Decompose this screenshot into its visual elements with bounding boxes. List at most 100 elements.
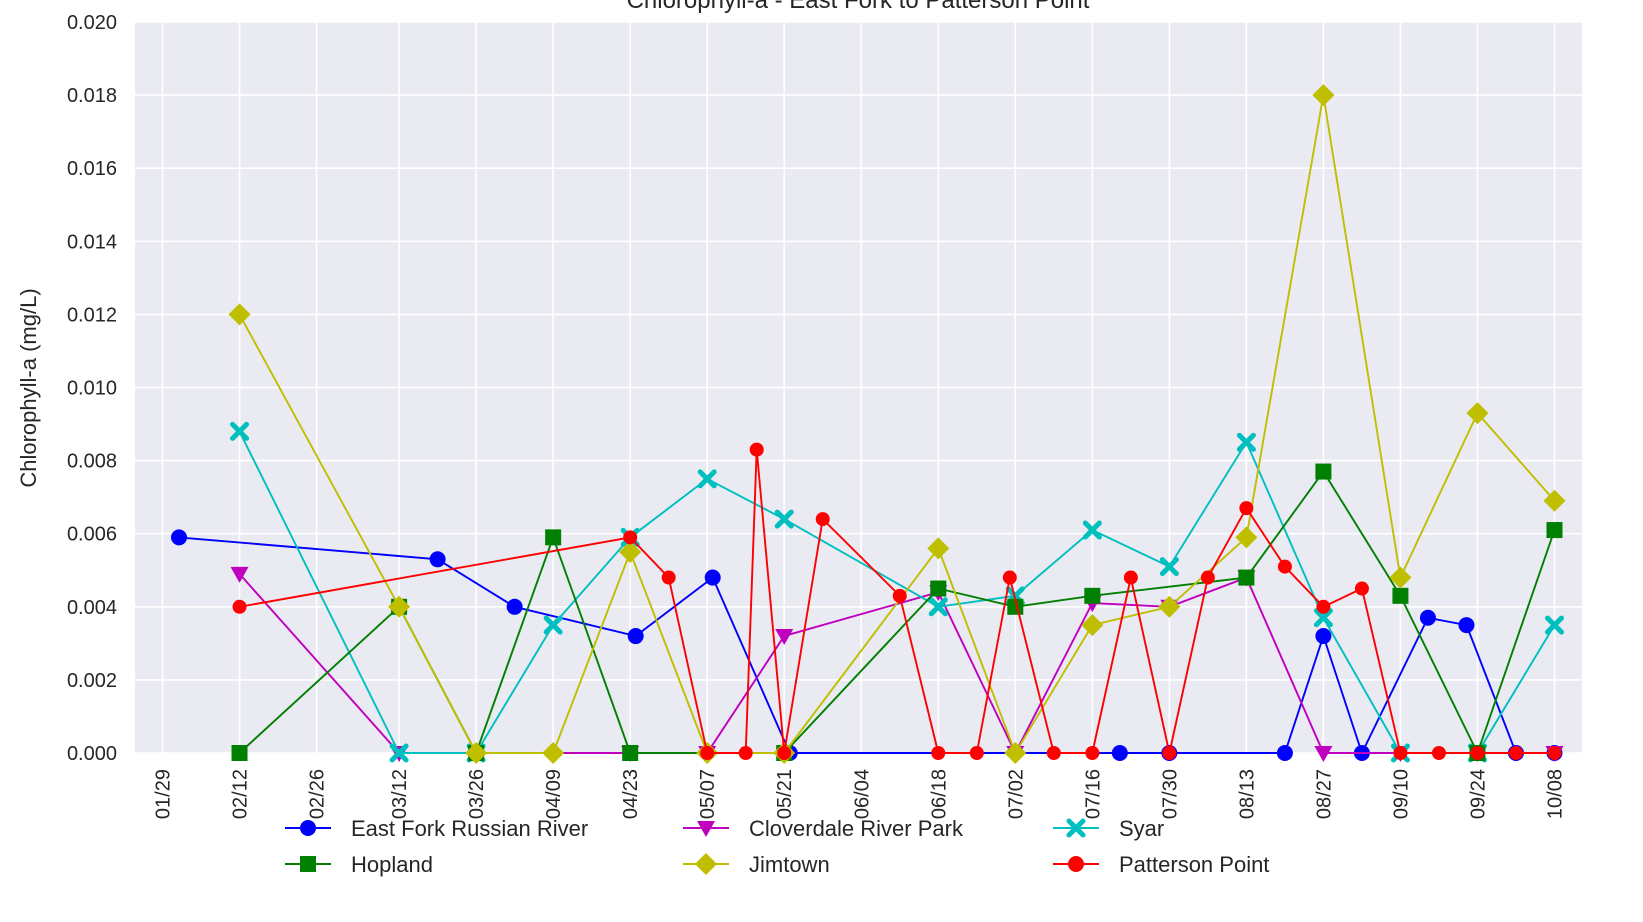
data-point bbox=[1312, 84, 1335, 107]
data-point bbox=[1084, 587, 1101, 604]
y-tick-label: 0.000 bbox=[67, 743, 117, 765]
data-point bbox=[1123, 570, 1138, 585]
data-point bbox=[171, 529, 188, 546]
legend-marker bbox=[300, 856, 316, 872]
data-point bbox=[1162, 746, 1177, 760]
y-tick-label: 0.006 bbox=[67, 524, 117, 546]
data-point bbox=[622, 745, 639, 761]
data-point bbox=[1393, 746, 1408, 760]
data-point bbox=[704, 569, 721, 586]
x-tick-label: 06/18 bbox=[928, 769, 950, 819]
legend-item: Hopland bbox=[285, 852, 433, 877]
legend-label: East Fork Russian River bbox=[351, 816, 588, 841]
y-tick-label: 0.016 bbox=[67, 158, 117, 180]
series-layer bbox=[171, 84, 1566, 764]
data-point bbox=[1082, 520, 1102, 540]
data-point bbox=[1159, 557, 1179, 577]
x-tick-label: 05/21 bbox=[774, 769, 796, 819]
data-point bbox=[927, 537, 950, 560]
data-point bbox=[542, 742, 565, 764]
data-point bbox=[1314, 746, 1333, 762]
x-tick-label: 05/07 bbox=[697, 769, 719, 819]
y-tick-label: 0.014 bbox=[67, 231, 117, 253]
data-point bbox=[1315, 628, 1332, 645]
y-axis-ticks: 0.000 0.002 0.004 0.006 0.008 0.010 0.012 0.014… bbox=[67, 12, 117, 765]
x-axis-ticks: 01/29 02/12 02/26 03/12 03/26 04/09 04/23 05/07… bbox=[153, 769, 1567, 819]
data-point bbox=[506, 598, 523, 615]
y-tick-label: 0.018 bbox=[67, 85, 117, 107]
data-point bbox=[1315, 463, 1332, 480]
series-line bbox=[238, 430, 1556, 754]
legend-marker bbox=[1066, 818, 1086, 838]
y-tick-label: 0.012 bbox=[67, 304, 117, 326]
legend-item: Syar bbox=[1053, 816, 1164, 841]
series-4 bbox=[228, 84, 1566, 764]
series-line bbox=[238, 469, 1556, 756]
data-point bbox=[1313, 608, 1333, 628]
data-point bbox=[1200, 570, 1215, 585]
data-point bbox=[1544, 615, 1564, 635]
x-tick-label: 09/24 bbox=[1467, 769, 1489, 819]
legend-label: Jimtown bbox=[749, 852, 830, 877]
data-point bbox=[388, 595, 411, 618]
data-point bbox=[1081, 614, 1104, 637]
x-tick-label: 03/26 bbox=[466, 769, 488, 819]
legend: East Fork Russian River Cloverdale River … bbox=[285, 816, 1269, 877]
series-line bbox=[239, 449, 1555, 754]
data-point bbox=[1508, 746, 1523, 760]
legend-label: Cloverdale River Park bbox=[749, 816, 964, 841]
data-point bbox=[774, 509, 794, 529]
legend-item: Patterson Point bbox=[1053, 852, 1269, 877]
x-tick-label: 07/16 bbox=[1082, 769, 1104, 819]
y-tick-label: 0.004 bbox=[67, 597, 117, 619]
data-point bbox=[1239, 501, 1254, 516]
data-point bbox=[1238, 569, 1255, 586]
data-point bbox=[1046, 746, 1061, 760]
y-axis-label: Chlorophyll-a (mg/L) bbox=[16, 288, 41, 487]
data-point bbox=[1235, 526, 1258, 549]
data-point bbox=[892, 588, 907, 603]
data-point bbox=[815, 512, 830, 527]
data-point bbox=[231, 745, 248, 761]
data-point bbox=[1543, 489, 1566, 512]
x-tick-label: 08/27 bbox=[1313, 769, 1335, 819]
data-point bbox=[1007, 598, 1024, 615]
data-point bbox=[1158, 595, 1181, 618]
data-point bbox=[1458, 617, 1475, 634]
y-tick-label: 0.008 bbox=[67, 451, 117, 473]
legend-marker bbox=[300, 820, 316, 836]
data-point bbox=[928, 597, 948, 617]
legend-marker bbox=[697, 821, 715, 837]
data-point bbox=[228, 303, 251, 326]
legend-item: Cloverdale River Park bbox=[683, 816, 964, 841]
data-point bbox=[465, 742, 488, 764]
data-point bbox=[1431, 746, 1446, 760]
data-point bbox=[1392, 587, 1409, 604]
data-point bbox=[1546, 522, 1563, 539]
data-point bbox=[429, 551, 446, 568]
y-tick-label: 0.010 bbox=[67, 378, 117, 400]
x-tick-label: 07/30 bbox=[1159, 769, 1181, 819]
data-point bbox=[1236, 432, 1256, 452]
data-point bbox=[1276, 745, 1293, 761]
chart-title: Chlorophyll-a - East Fork to Patterson P… bbox=[627, 0, 1090, 14]
data-point bbox=[623, 530, 638, 545]
data-point bbox=[1389, 566, 1412, 589]
legend-item: East Fork Russian River bbox=[285, 816, 588, 841]
y-tick-label: 0.002 bbox=[67, 670, 117, 692]
y-tick-label: 0.020 bbox=[67, 12, 117, 34]
data-point bbox=[661, 570, 676, 585]
x-tick-label: 04/23 bbox=[620, 769, 642, 819]
series-line bbox=[238, 94, 1556, 756]
x-tick-label: 01/29 bbox=[153, 769, 175, 819]
x-tick-label: 02/26 bbox=[307, 769, 329, 819]
series-5 bbox=[232, 442, 1562, 760]
x-tick-label: 09/10 bbox=[1390, 769, 1412, 819]
legend-marker bbox=[1068, 856, 1084, 872]
legend-item: Jimtown bbox=[683, 852, 830, 877]
data-point bbox=[619, 540, 642, 563]
x-tick-label: 10/08 bbox=[1544, 769, 1566, 819]
legend-marker bbox=[695, 853, 717, 875]
data-point bbox=[1004, 742, 1027, 764]
data-point bbox=[738, 746, 753, 760]
